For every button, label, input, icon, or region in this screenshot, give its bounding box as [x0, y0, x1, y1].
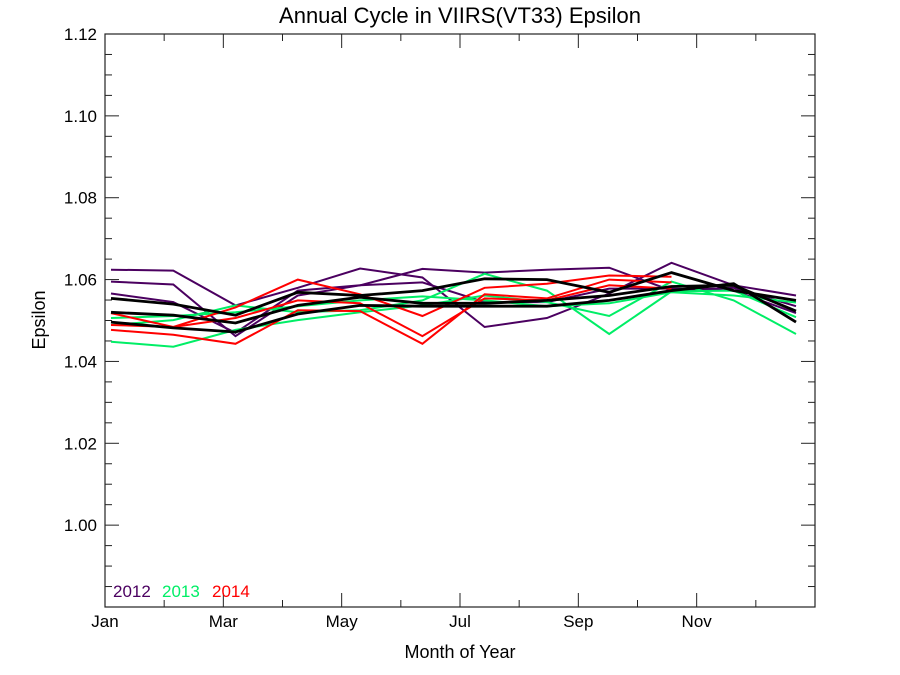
- legend-entry-2014: 2014: [212, 582, 250, 601]
- series-line-2014-c: [110, 284, 672, 338]
- y-tick-label: 1.04: [64, 352, 97, 371]
- x-tick-label: Sep: [563, 612, 593, 631]
- series-line-2013-a: [110, 272, 797, 336]
- series-line-mean-c: [110, 282, 797, 334]
- y-axis: 1.00 1.02 1.04 1.06 1.08 1.10 1.12: [64, 25, 815, 608]
- y-tick-label: 1.08: [64, 189, 97, 208]
- y-tick-label: 1.10: [64, 107, 97, 126]
- x-tick-label: Jul: [449, 612, 471, 631]
- y-tick-label: 1.12: [64, 25, 97, 44]
- x-axis: Jan Mar May Jul Sep Nov: [91, 34, 757, 631]
- legend: 2012 2013 2014: [113, 582, 250, 601]
- series-line-mean-b: [110, 283, 797, 325]
- x-tick-label: Mar: [209, 612, 239, 631]
- y-tick-label: 1.02: [64, 434, 97, 453]
- legend-entry-2012: 2012: [113, 582, 151, 601]
- series-layer: [110, 261, 797, 348]
- y-tick-label: 1.06: [64, 271, 97, 290]
- series-line-2014-b: [110, 278, 672, 345]
- y-tick-label: 1.00: [64, 516, 97, 535]
- x-tick-label: Jan: [91, 612, 118, 631]
- chart-title: Annual Cycle in VIIRS(VT33) Epsilon: [279, 3, 641, 28]
- x-axis-title: Month of Year: [404, 642, 515, 662]
- series-line-mean-a: [110, 271, 797, 317]
- y-axis-title: Epsilon: [29, 290, 49, 349]
- legend-entry-2013: 2013: [162, 582, 200, 601]
- x-tick-label: Nov: [682, 612, 713, 631]
- series-line-2012-c: [110, 281, 797, 334]
- x-tick-label: May: [326, 612, 359, 631]
